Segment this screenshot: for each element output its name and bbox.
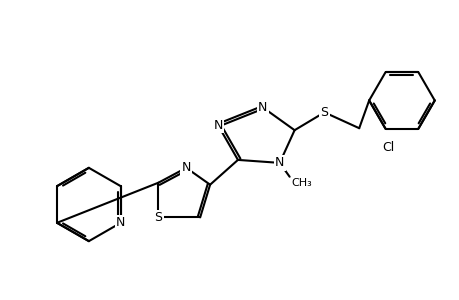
Text: CH₃: CH₃ xyxy=(291,178,312,188)
Text: N: N xyxy=(257,101,267,114)
Text: S: S xyxy=(154,211,162,224)
Text: N: N xyxy=(116,216,125,229)
Text: S: S xyxy=(320,106,328,119)
Text: N: N xyxy=(181,161,190,174)
Text: N: N xyxy=(213,119,222,132)
Text: N: N xyxy=(274,156,284,170)
Text: Cl: Cl xyxy=(381,141,394,154)
